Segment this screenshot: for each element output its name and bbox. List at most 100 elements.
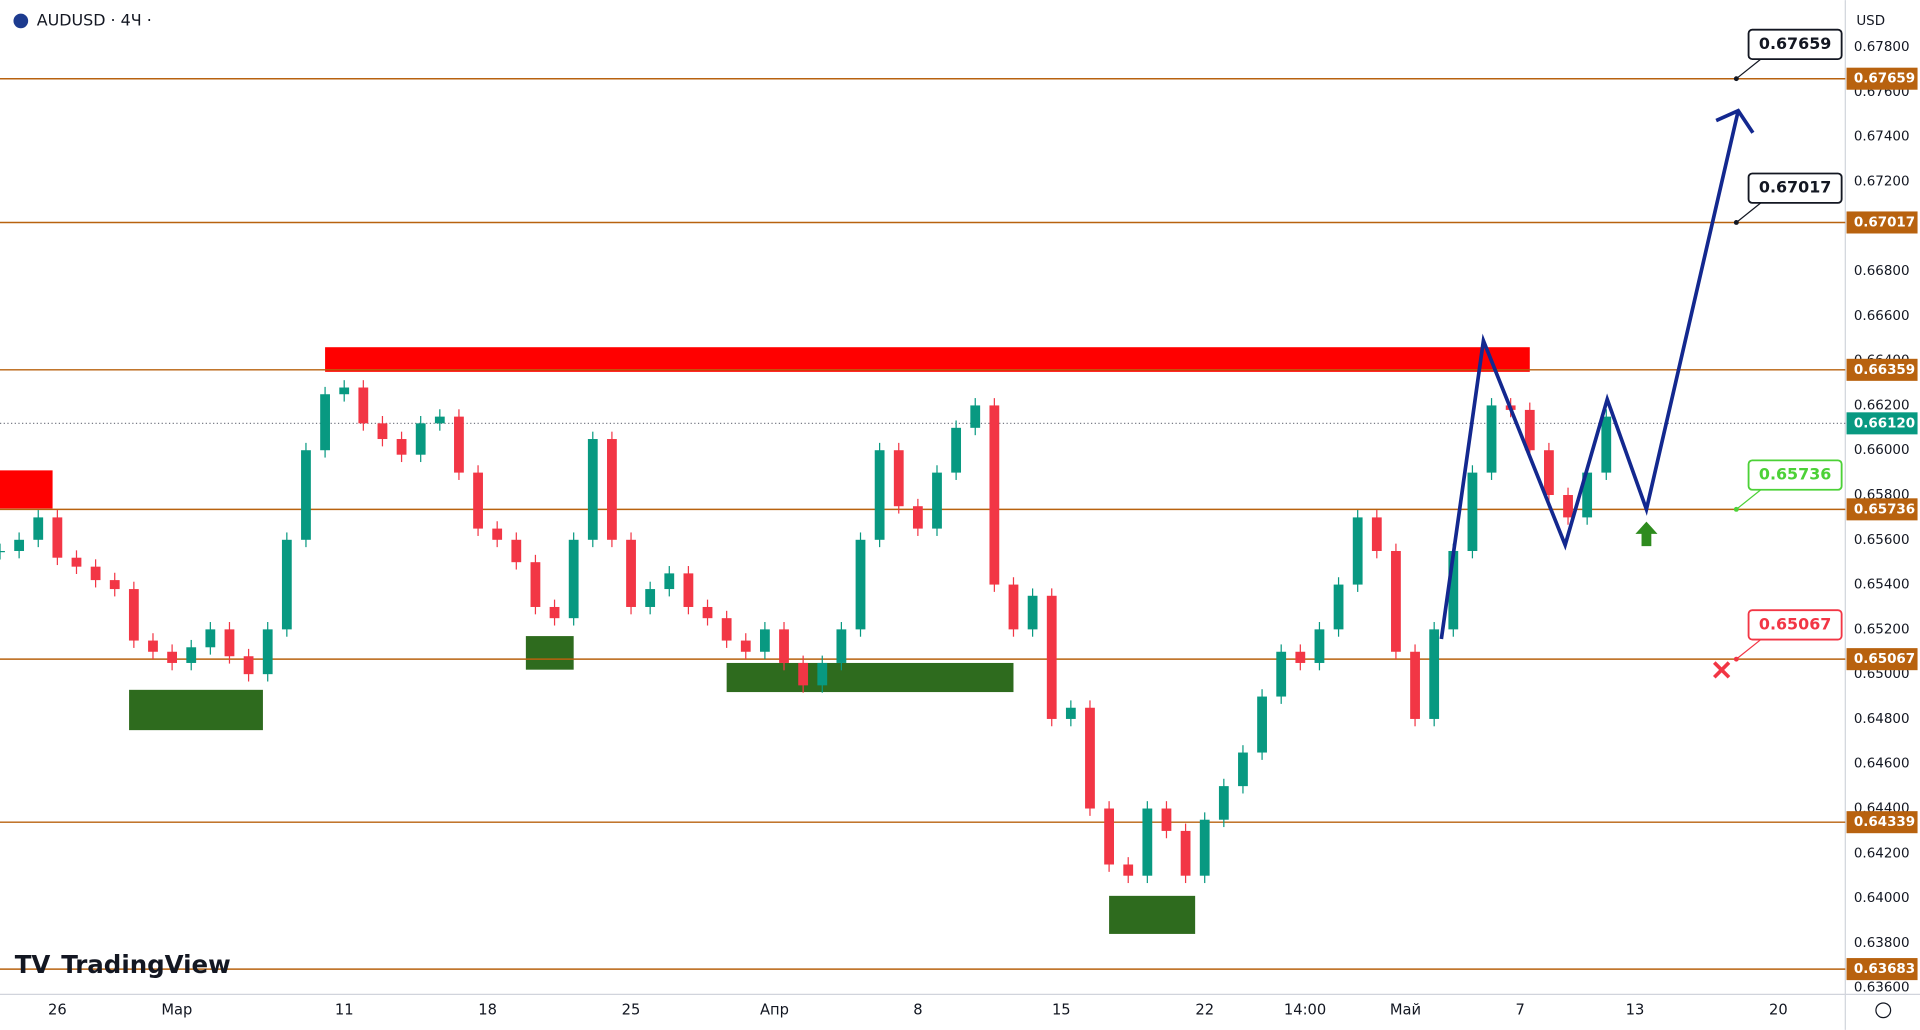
level-price-label: 0.67659 — [1854, 72, 1915, 87]
candle-body — [1524, 409, 1535, 451]
symbol-flag — [13, 13, 29, 29]
level-price-label: 0.65067 — [1854, 652, 1915, 667]
candle-body — [1601, 416, 1612, 473]
candle-body — [721, 618, 732, 641]
callout-label: 0.65736 — [1759, 465, 1831, 484]
y-tick-label: 0.65000 — [1854, 667, 1910, 682]
y-tick-label: 0.63600 — [1854, 981, 1910, 996]
candle-body — [492, 528, 503, 540]
symbol-title[interactable]: AUDUSD · 4Ч · — [37, 10, 152, 29]
level-price-label: 0.64339 — [1854, 815, 1915, 830]
y-tick-label: 0.66600 — [1854, 309, 1910, 324]
candle-body — [281, 539, 292, 630]
level-price-box — [1846, 358, 1918, 381]
callout-label: 0.67659 — [1759, 34, 1831, 53]
callout-box — [1747, 172, 1843, 204]
zone — [0, 470, 53, 509]
candle-body — [645, 589, 656, 607]
settings-button[interactable] — [1875, 1002, 1892, 1019]
y-tick-label: 0.64800 — [1854, 712, 1910, 727]
callout-box — [1747, 28, 1843, 61]
logo: TV TradingView — [15, 950, 231, 979]
candle-body — [167, 651, 177, 663]
candle-body — [33, 517, 44, 540]
candle-body — [1027, 595, 1038, 630]
current-price-label: 0.66120 — [1854, 416, 1915, 431]
x-tick-label: 11 — [335, 1001, 354, 1018]
candle-body — [262, 629, 273, 675]
y-tick-label: 0.65600 — [1854, 533, 1910, 548]
callout-anchor — [1733, 76, 1739, 82]
candle-body — [932, 472, 942, 529]
level-price-box — [1846, 958, 1918, 981]
candle-body — [664, 573, 675, 590]
y-tick-label: 0.66000 — [1854, 443, 1910, 458]
y-tick-label: 0.67200 — [1854, 174, 1910, 189]
candle-body — [14, 539, 25, 551]
x-tick-label: 20 — [1769, 1001, 1788, 1018]
level-price-box — [1846, 498, 1918, 521]
y-tick-label: 0.64000 — [1854, 891, 1910, 906]
candle-body — [1582, 472, 1593, 518]
x-tick-label: 7 — [1516, 1001, 1525, 1018]
level-price-box — [1846, 648, 1918, 671]
x-tick-label: Май — [1390, 1001, 1421, 1018]
y-tick-label: 0.67400 — [1854, 130, 1910, 145]
y-tick-label: 0.64600 — [1854, 757, 1910, 772]
level-price-box — [1846, 811, 1918, 834]
y-tick-label: 0.64200 — [1854, 846, 1910, 861]
level-price-label: 0.63683 — [1854, 962, 1915, 977]
callout-connector — [1735, 489, 1762, 510]
x-tick-label: Апр — [760, 1001, 789, 1018]
candle-body — [377, 423, 388, 440]
zone — [1109, 895, 1196, 934]
x-tick-label: 22 — [1195, 1001, 1214, 1018]
candle-body — [1123, 864, 1134, 876]
callout-anchor — [1733, 506, 1739, 512]
candle-body — [1180, 830, 1191, 876]
candle-body — [1295, 651, 1306, 663]
candle-body — [568, 539, 579, 619]
candle-body — [1467, 472, 1478, 551]
callout-anchor — [1733, 656, 1739, 662]
candle-body — [415, 423, 426, 455]
candle-body — [90, 566, 101, 581]
candle-body — [511, 539, 522, 563]
candle-body — [855, 539, 866, 630]
stop-cross — [1712, 661, 1731, 679]
current-price-box — [1846, 412, 1918, 435]
candle-body — [1371, 517, 1382, 551]
level-price-box — [1846, 211, 1918, 234]
candle-body — [912, 506, 923, 529]
candle-body — [1161, 808, 1172, 831]
candle-body — [970, 405, 981, 428]
candle-body — [874, 450, 885, 540]
candle-body — [779, 629, 789, 663]
candle-body — [301, 450, 311, 540]
candle-body — [1238, 752, 1248, 787]
candle-body — [454, 416, 464, 473]
candle-body — [836, 629, 847, 663]
logo-mark: TV — [15, 950, 51, 979]
zone — [525, 636, 574, 670]
candle-body — [1448, 550, 1459, 630]
y-tick-label: 0.65400 — [1854, 578, 1910, 593]
candle-body — [530, 562, 541, 607]
candle-body — [1391, 550, 1401, 652]
level-price-label: 0.65736 — [1854, 502, 1915, 517]
candle-body — [1218, 786, 1229, 820]
candle-body — [148, 640, 158, 652]
callout-label: 0.65067 — [1759, 614, 1831, 633]
currency-label[interactable]: USD — [1856, 14, 1885, 29]
projection-arrowhead — [1715, 108, 1755, 134]
x-tick-label: 15 — [1052, 1001, 1071, 1018]
zone — [325, 347, 1530, 372]
candle-body — [1314, 629, 1325, 663]
candle-body — [1276, 651, 1287, 697]
candle-body — [683, 573, 694, 607]
candle-body — [1429, 629, 1440, 719]
candle-body — [396, 439, 407, 455]
candle-body — [224, 629, 235, 657]
